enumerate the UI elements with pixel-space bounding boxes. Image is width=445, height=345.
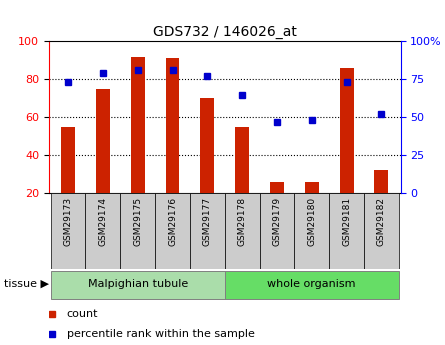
- Bar: [155, 193, 190, 269]
- Bar: [190, 193, 225, 269]
- Bar: [305, 182, 319, 193]
- Text: GSM29179: GSM29179: [272, 197, 281, 246]
- Text: GSM29173: GSM29173: [64, 197, 73, 246]
- Bar: [225, 270, 399, 298]
- Bar: [294, 193, 329, 269]
- Bar: [259, 193, 294, 269]
- Text: GSM29176: GSM29176: [168, 197, 177, 246]
- Bar: [270, 182, 284, 193]
- Text: count: count: [67, 309, 98, 318]
- Text: GSM29178: GSM29178: [238, 197, 247, 246]
- Bar: [235, 127, 249, 193]
- Title: GDS732 / 146026_at: GDS732 / 146026_at: [153, 25, 297, 39]
- Bar: [131, 57, 145, 193]
- Text: GSM29180: GSM29180: [307, 197, 316, 246]
- Bar: [120, 193, 155, 269]
- Text: GSM29175: GSM29175: [133, 197, 142, 246]
- Bar: [85, 193, 120, 269]
- Text: GSM29182: GSM29182: [377, 197, 386, 246]
- Text: GSM29177: GSM29177: [203, 197, 212, 246]
- Bar: [166, 58, 179, 193]
- Bar: [340, 68, 353, 193]
- Text: tissue ▶: tissue ▶: [4, 279, 49, 289]
- Bar: [329, 193, 364, 269]
- Bar: [51, 193, 85, 269]
- Bar: [374, 170, 388, 193]
- Bar: [96, 89, 110, 193]
- Text: whole organism: whole organism: [267, 279, 356, 289]
- Text: percentile rank within the sample: percentile rank within the sample: [67, 329, 255, 339]
- Bar: [61, 127, 75, 193]
- Text: GSM29174: GSM29174: [98, 197, 107, 246]
- Bar: [200, 98, 214, 193]
- Bar: [51, 270, 225, 298]
- Bar: [364, 193, 399, 269]
- Bar: [225, 193, 259, 269]
- Text: GSM29181: GSM29181: [342, 197, 351, 246]
- Text: Malpighian tubule: Malpighian tubule: [88, 279, 188, 289]
